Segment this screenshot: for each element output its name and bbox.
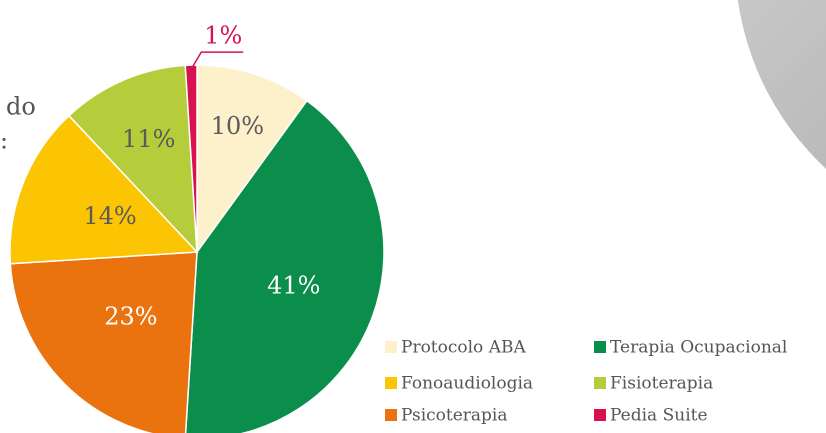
legend-swatch bbox=[385, 409, 397, 421]
pie-slice bbox=[67, 64, 198, 255]
annotation: do bbox=[6, 93, 36, 121]
legend-label: Protocolo ABA bbox=[401, 338, 526, 358]
legend-label: Psicoterapia bbox=[401, 406, 508, 426]
legend-swatch bbox=[594, 377, 606, 389]
legend-swatch bbox=[594, 341, 606, 353]
legend-label: Terapia Ocupacional bbox=[610, 338, 787, 358]
data-label: 41% bbox=[267, 271, 320, 299]
legend-swatch bbox=[385, 377, 397, 389]
pie-slice bbox=[196, 64, 308, 255]
leader-line bbox=[190, 51, 244, 70]
legend-label: Fonoaudiologia bbox=[401, 374, 533, 394]
pie-slice bbox=[9, 251, 198, 433]
pie-slice bbox=[184, 64, 198, 253]
pie-slice bbox=[9, 114, 199, 265]
annotation: : bbox=[0, 127, 8, 155]
legend-label: Pedia Suite bbox=[610, 406, 708, 426]
data-label: 1% bbox=[204, 22, 242, 50]
data-label: 10% bbox=[211, 112, 264, 140]
legend-swatch bbox=[385, 341, 397, 353]
data-label: 14% bbox=[83, 202, 136, 230]
data-label: 11% bbox=[122, 125, 175, 153]
legend-swatch bbox=[594, 409, 606, 421]
photo bbox=[737, 0, 826, 169]
legend-label: Fisioterapia bbox=[610, 374, 713, 394]
pie-slice bbox=[184, 99, 385, 433]
data-label: 23% bbox=[104, 303, 157, 331]
